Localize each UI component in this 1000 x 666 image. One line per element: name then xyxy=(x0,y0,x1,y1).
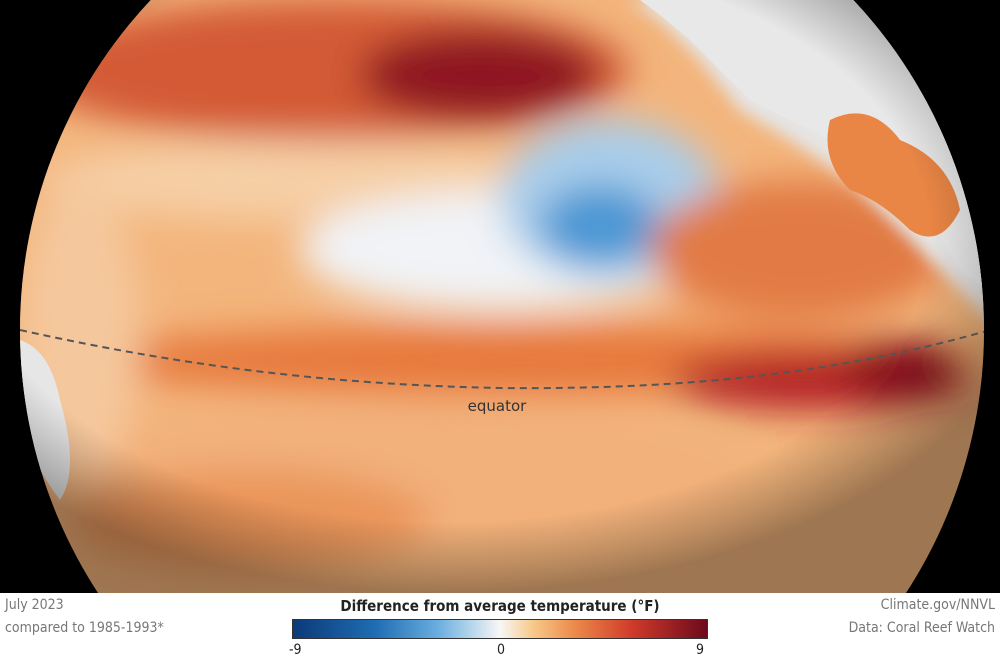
credit-label: Climate.gov/NNVL xyxy=(880,597,995,613)
color-scale-bar xyxy=(292,619,708,639)
globe: equator xyxy=(20,0,984,593)
scale-mid: 0 xyxy=(497,642,506,658)
baseline-label: compared to 1985-1993* xyxy=(5,620,164,636)
scale-min: -9 xyxy=(289,642,302,658)
date-label: July 2023 xyxy=(5,597,64,613)
scale-max: 9 xyxy=(696,642,705,658)
equator-label: equator xyxy=(468,397,528,415)
sea-surface-temperature-map: equator xyxy=(0,0,1000,593)
data-source-label: Data: Coral Reef Watch xyxy=(848,620,995,636)
equator-line xyxy=(20,329,984,390)
legend-title: Difference from average temperature (°F) xyxy=(340,597,660,615)
legend: July 2023 compared to 1985-1993* Differe… xyxy=(0,593,1000,666)
